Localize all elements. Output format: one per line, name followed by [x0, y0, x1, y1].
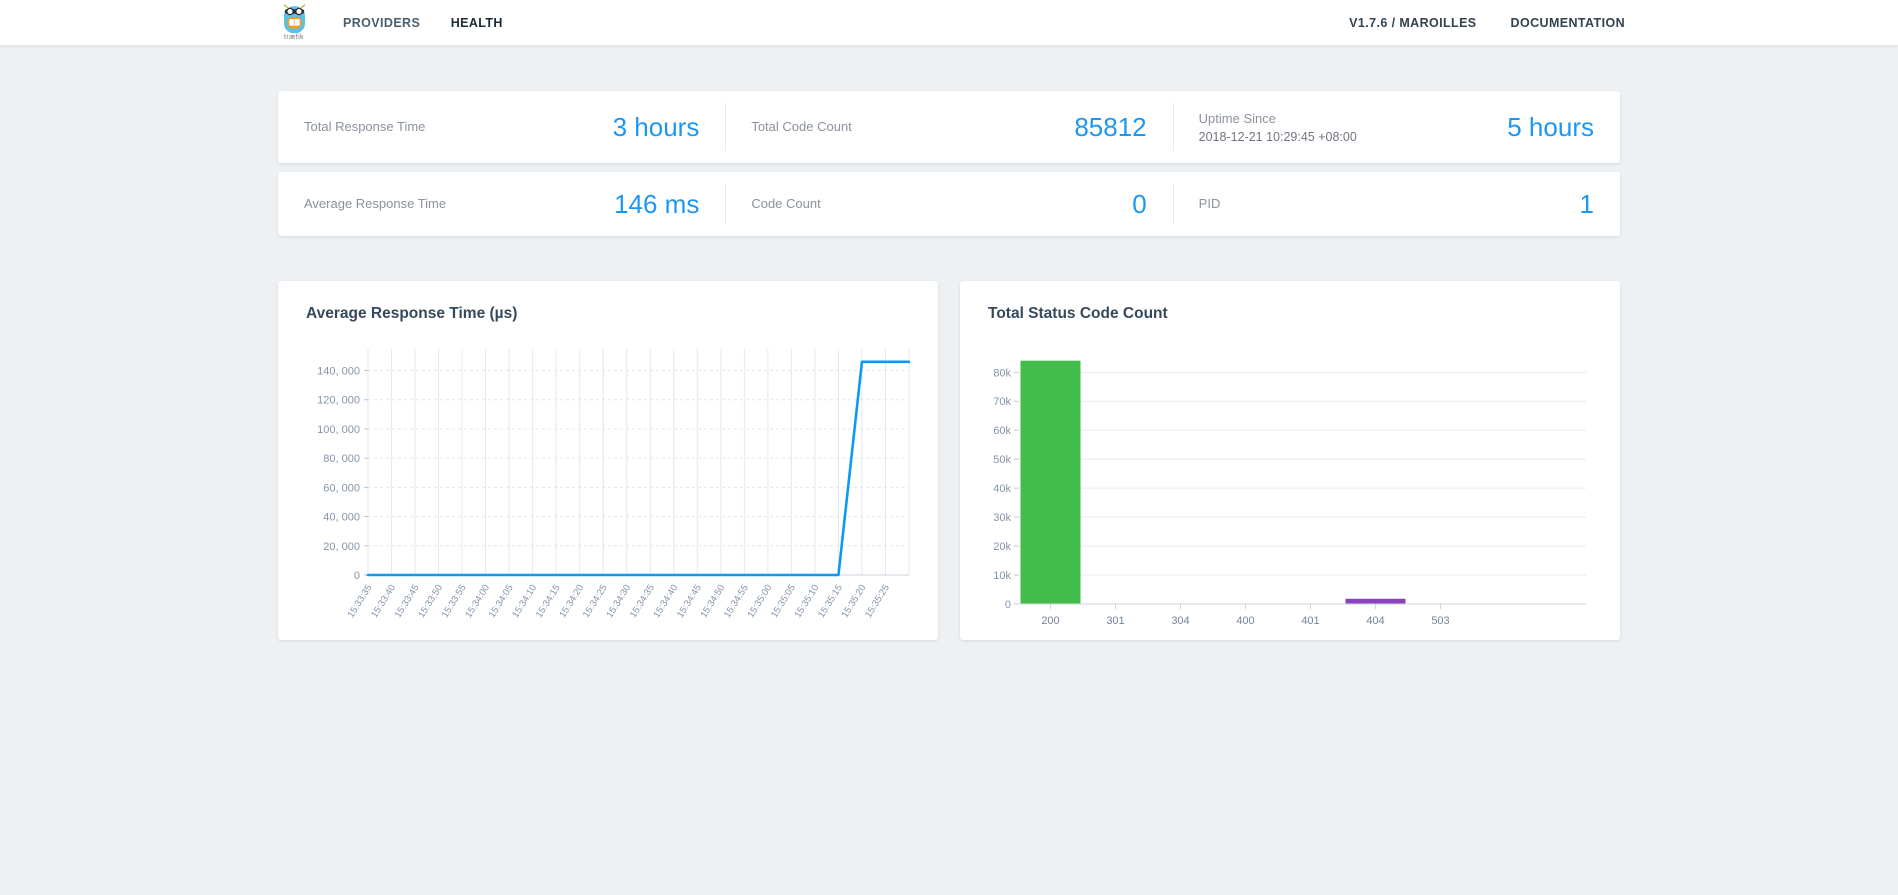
status-code-chart-card: Total Status Code Count 0 10k 20k 30k 40k 50k…	[960, 281, 1620, 640]
svg-text:0: 0	[354, 570, 360, 582]
svg-text:400: 400	[1236, 615, 1254, 627]
stat-value: 1	[1579, 188, 1594, 219]
chart-title: Total Status Code Count	[988, 305, 1168, 322]
svg-text:20, 000: 20, 000	[323, 541, 360, 553]
stat-pid: PID 1	[1172, 172, 1620, 236]
traefik-wordmark: træfik	[284, 34, 304, 41]
svg-text:301: 301	[1106, 615, 1124, 627]
response-time-line-chart: 0 20, 000 40, 000 60, 000 80, 000 100, 000 120…	[317, 349, 911, 620]
stat-label: Uptime Since	[1198, 111, 1276, 127]
svg-text:70k: 70k	[993, 396, 1011, 408]
status-code-bar-chart: 0 10k 20k 30k 40k 50k 60k 70k 80k 200 301 304 400 401…	[993, 360, 1586, 627]
stat-value: 5 hours	[1507, 111, 1594, 142]
stats-row-1: Total Response Time 3 hours Total Code C…	[278, 91, 1620, 163]
svg-text:20k: 20k	[993, 541, 1011, 553]
svg-text:30k: 30k	[993, 512, 1011, 524]
svg-text:80k: 80k	[993, 367, 1011, 379]
stat-value: 85812	[1074, 111, 1147, 142]
main-nav: PROVIDERS HEALTH	[343, 14, 529, 32]
health-dashboard: Total Response Time 3 hours Total Code C…	[278, 46, 1620, 640]
svg-text:40, 000: 40, 000	[323, 512, 360, 524]
stat-value: 146 ms	[614, 188, 700, 219]
svg-text:100, 000: 100, 000	[317, 424, 360, 436]
svg-text:404: 404	[1366, 615, 1384, 627]
svg-text:40k: 40k	[993, 483, 1011, 495]
svg-text:120, 000: 120, 000	[317, 395, 360, 407]
svg-text:140, 000: 140, 000	[317, 366, 360, 378]
nav-item-providers[interactable]: PROVIDERS	[343, 15, 421, 30]
svg-text:0: 0	[1005, 599, 1011, 611]
stat-uptime-since: Uptime Since 2018-12-21 10:29:45 +08:00 …	[1172, 91, 1620, 163]
svg-text:200: 200	[1041, 615, 1059, 627]
stat-total-code-count: Total Code Count 85812	[725, 91, 1172, 163]
nav-item-documentation[interactable]: DOCUMENTATION	[1510, 15, 1625, 30]
svg-text:401: 401	[1301, 615, 1319, 627]
stat-code-count: Code Count 0	[725, 172, 1172, 236]
svg-text:10k: 10k	[993, 570, 1011, 582]
stat-average-response-time: Average Response Time 146 ms	[278, 172, 725, 236]
stat-value: 0	[1132, 188, 1147, 219]
svg-text:80, 000: 80, 000	[323, 453, 360, 465]
svg-text:50k: 50k	[993, 454, 1011, 466]
svg-text:60, 000: 60, 000	[323, 482, 360, 494]
nav-item-health[interactable]: HEALTH	[450, 15, 503, 30]
stat-label: PID	[1198, 196, 1221, 212]
stat-label: Total Code Count	[751, 119, 852, 135]
stat-total-response-time: Total Response Time 3 hours	[278, 91, 725, 163]
stat-label: Total Response Time	[304, 119, 426, 135]
average-response-time-chart-card: Average Response Time (µs) 0 20, 000 40, 0…	[278, 281, 938, 640]
stat-label: Code Count	[751, 196, 821, 212]
svg-text:60k: 60k	[993, 425, 1011, 437]
chart-title: Average Response Time (µs)	[306, 305, 518, 322]
stat-label: Average Response Time	[304, 196, 447, 212]
uptime-timestamp: 2018-12-21 10:29:45 +08:00	[1198, 129, 1357, 144]
stats-row-2: Average Response Time 146 ms Code Count …	[278, 172, 1620, 236]
traefik-logo[interactable]: træfik	[273, 4, 315, 41]
navbar: træfik PROVIDERS HEALTH V1.7.6 / MAROILL…	[0, 0, 1898, 46]
stat-value: 3 hours	[612, 111, 700, 142]
traefik-mascot-icon	[283, 4, 305, 34]
svg-text:503: 503	[1431, 615, 1449, 627]
svg-text:304: 304	[1171, 615, 1189, 627]
version-label: V1.7.6 / MAROILLES	[1349, 15, 1477, 30]
charts-row: Average Response Time (µs) 0 20, 000 40, 0…	[278, 281, 1620, 640]
